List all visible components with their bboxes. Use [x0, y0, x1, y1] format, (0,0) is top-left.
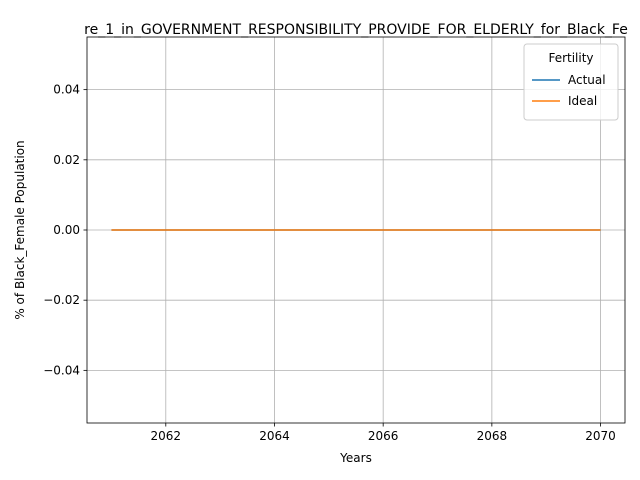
x-axis-label: Years: [339, 451, 372, 465]
legend-title: Fertility: [548, 51, 593, 65]
legend-label-ideal: Ideal: [568, 94, 597, 108]
chart-title: re_1_in_GOVERNMENT_RESPONSIBILITY_PROVID…: [84, 22, 628, 38]
x-tick-label: 2068: [477, 429, 508, 443]
x-tick-label: 2062: [151, 429, 182, 443]
y-axis-label: % of Black_Female Population: [13, 140, 27, 319]
x-tick-label: 2064: [259, 429, 290, 443]
x-tick-label: 2066: [368, 429, 399, 443]
legend-label-actual: Actual: [568, 73, 606, 87]
y-tick-label: 0.04: [53, 83, 80, 97]
x-tick-label: 2070: [585, 429, 616, 443]
y-tick-label: −0.04: [43, 363, 80, 377]
y-tick-label: 0.00: [53, 223, 80, 237]
y-tick-label: −0.02: [43, 293, 80, 307]
y-tick-label: 0.02: [53, 153, 80, 167]
legend: Fertility Actual Ideal: [523, 43, 619, 121]
